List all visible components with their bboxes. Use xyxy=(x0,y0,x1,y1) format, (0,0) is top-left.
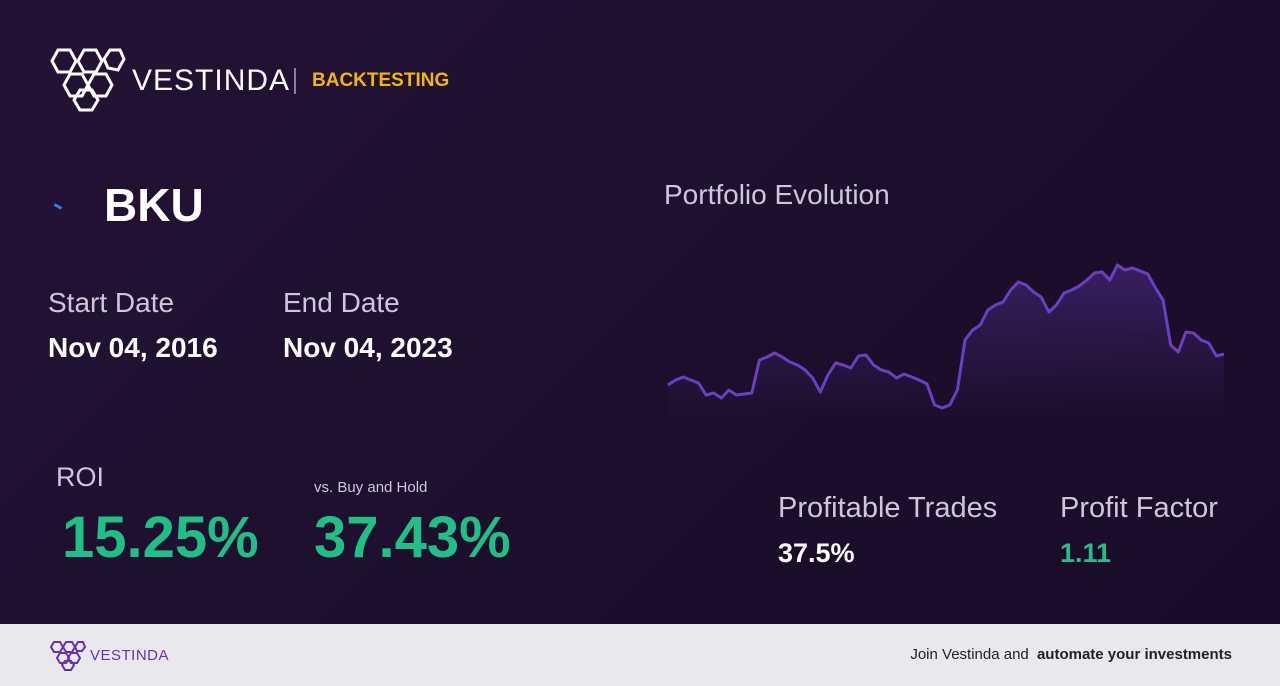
sparkline xyxy=(667,263,1225,418)
cta-bold[interactable]: automate your investments xyxy=(1036,646,1232,663)
factor-label: Profit Factor xyxy=(1060,492,1218,524)
footer-cta: Join Vestinda and automate your investme… xyxy=(910,646,1232,663)
cta-text: Join Vestinda and xyxy=(910,646,1029,663)
roi-label: ROI xyxy=(56,462,105,492)
footer-brand: VESTINDA xyxy=(90,647,170,664)
roi-value: 15.25% xyxy=(62,505,259,570)
sparkline-area xyxy=(668,265,1224,418)
chart-title: Portfolio Evolution xyxy=(664,179,890,210)
footer-logo xyxy=(49,641,86,671)
profitable-value: 37.5% xyxy=(778,538,855,568)
start-date: Nov 04, 2016 xyxy=(48,332,218,363)
logo xyxy=(50,48,126,112)
footer: VESTINDA Join Vestinda and automate your… xyxy=(0,624,1280,686)
sparkline-line xyxy=(667,263,1225,410)
vs-value: 37.43% xyxy=(314,505,511,570)
start-label: Start Date xyxy=(48,287,175,318)
section: BACKTESTING xyxy=(312,70,450,91)
separator xyxy=(294,68,296,94)
end-date: Nov 04, 2023 xyxy=(283,332,453,363)
end-label: End Date xyxy=(283,287,400,318)
profitable-label: Profitable Trades xyxy=(778,492,998,524)
ticker: BKU xyxy=(104,179,204,231)
brand: VESTINDA xyxy=(132,64,291,97)
factor-value: 1.11 xyxy=(1060,538,1112,568)
vs-label: vs. Buy and Hold xyxy=(314,479,428,496)
